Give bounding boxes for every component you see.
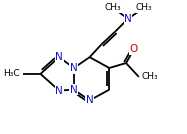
- Text: N: N: [86, 95, 94, 105]
- Text: H₃C: H₃C: [3, 69, 20, 78]
- Text: CH₃: CH₃: [135, 3, 152, 12]
- Text: N: N: [55, 52, 63, 62]
- Text: N: N: [70, 85, 78, 95]
- Text: N: N: [70, 63, 78, 73]
- Text: N: N: [124, 14, 132, 24]
- Text: CH₃: CH₃: [105, 3, 122, 12]
- Text: N: N: [55, 86, 63, 96]
- Text: CH₃: CH₃: [142, 72, 158, 81]
- Text: O: O: [130, 44, 138, 54]
